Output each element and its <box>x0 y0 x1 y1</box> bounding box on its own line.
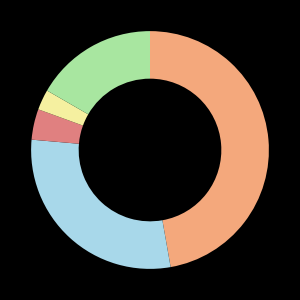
Wedge shape <box>32 109 83 144</box>
Wedge shape <box>38 91 88 126</box>
Wedge shape <box>150 31 269 267</box>
Wedge shape <box>47 31 150 114</box>
Wedge shape <box>31 140 171 269</box>
